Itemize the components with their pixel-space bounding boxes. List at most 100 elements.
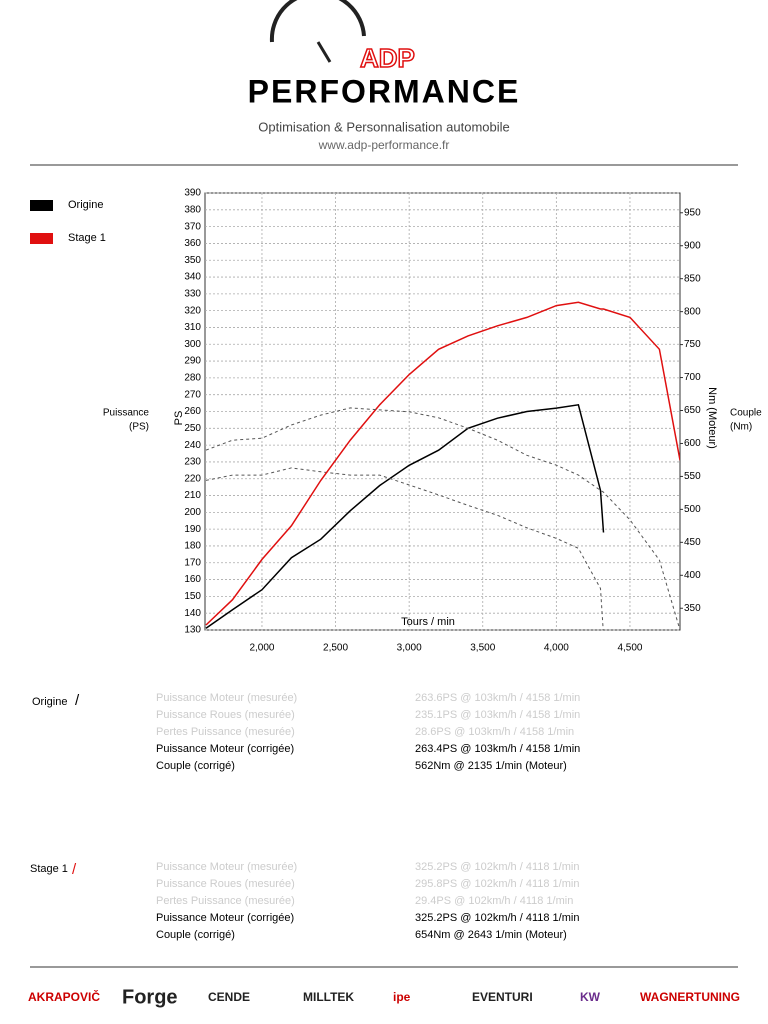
legend-label: Stage 1 xyxy=(68,232,106,244)
y-tick-label: 330 xyxy=(184,288,201,299)
x-tick-label: 3,000 xyxy=(397,643,422,654)
y-tick-label: 130 xyxy=(184,625,201,636)
y-tick-label: 260 xyxy=(184,406,201,417)
y2-tick-label: 950 xyxy=(684,207,701,218)
y-tick-label: 310 xyxy=(184,322,201,333)
result-value: 28.6PS @ 103km/h / 4158 1/min xyxy=(415,726,574,738)
y-tick-label: 290 xyxy=(184,356,201,367)
y-tick-label: 150 xyxy=(184,591,201,602)
slash: / xyxy=(75,692,80,709)
y2-tick-label: 550 xyxy=(684,471,701,482)
result-value: 263.4PS @ 103km/h / 4158 1/min xyxy=(415,743,580,755)
result-name: Pertes Puissance (mesurée) xyxy=(156,726,295,738)
logo-brand: PERFORMANCE xyxy=(248,73,521,109)
y2-tick-label: 350 xyxy=(684,603,701,614)
y-tick-label: 230 xyxy=(184,457,201,468)
result-name: Puissance Moteur (corrigée) xyxy=(156,912,294,924)
result-value: 325.2PS @ 102km/h / 4118 1/min xyxy=(415,861,579,873)
brand-logo: Forge xyxy=(122,986,178,1008)
power-line xyxy=(205,301,680,626)
y2-tick-label: 900 xyxy=(684,240,701,251)
y-tick-label: 350 xyxy=(184,255,201,266)
url: www.adp-performance.fr xyxy=(318,138,450,152)
result-label: Origine xyxy=(32,696,67,708)
result-value: 295.8PS @ 102km/h / 4118 1/min xyxy=(415,878,579,890)
y-tick-label: 320 xyxy=(184,305,201,316)
result-name: Puissance Moteur (mesurée) xyxy=(156,861,297,873)
y2-axis-title: Nm (Moteur) xyxy=(706,387,718,449)
y-tick-label: 380 xyxy=(184,204,201,215)
result-value: 325.2PS @ 102km/h / 4118 1/min xyxy=(415,912,579,924)
result-value: 562Nm @ 2135 1/min (Moteur) xyxy=(415,760,567,772)
y2-outer-label: (Nm) xyxy=(730,422,752,433)
y-tick-label: 210 xyxy=(184,490,201,501)
power-line xyxy=(205,403,605,629)
y2-tick-label: 450 xyxy=(684,537,701,548)
x-tick-label: 4,500 xyxy=(617,643,642,654)
result-value: 235.1PS @ 103km/h / 4158 1/min xyxy=(415,709,580,721)
brand-logo: WAGNERTUNING xyxy=(640,990,740,1004)
y-tick-label: 280 xyxy=(184,373,201,384)
y-tick-label: 180 xyxy=(184,541,201,552)
result-name: Pertes Puissance (mesurée) xyxy=(156,895,295,907)
y-tick-label: 250 xyxy=(184,423,201,434)
torque-line xyxy=(205,467,604,630)
y-tick-label: 220 xyxy=(184,473,201,484)
brand-logo: MILLTEK xyxy=(303,990,354,1004)
slash: / xyxy=(72,861,77,878)
y-tick-label: 360 xyxy=(184,238,201,249)
subtitle: Optimisation & Personnalisation automobi… xyxy=(258,119,509,134)
y-tick-label: 160 xyxy=(184,574,201,585)
x-axis-title: Tours / min xyxy=(401,616,455,628)
y2-outer-label: Couple xyxy=(730,408,762,419)
result-name: Puissance Roues (mesurée) xyxy=(156,878,295,890)
result-name: Puissance Moteur (mesurée) xyxy=(156,692,297,704)
y-tick-label: 200 xyxy=(184,507,201,518)
brand-logo: CENDE xyxy=(208,990,250,1004)
logo-needle xyxy=(316,41,332,63)
result-name: Couple (corrigé) xyxy=(156,760,235,772)
result-name: Puissance Roues (mesurée) xyxy=(156,709,295,721)
y-axis-title: PS xyxy=(173,411,185,426)
legend-swatch xyxy=(30,200,53,211)
legend-label: Origine xyxy=(68,199,103,211)
x-tick-label: 2,000 xyxy=(249,643,274,654)
y2-tick-label: 600 xyxy=(684,438,701,449)
y2-tick-label: 800 xyxy=(684,306,701,317)
y-tick-label: 190 xyxy=(184,524,201,535)
y-tick-label: 390 xyxy=(184,188,201,199)
result-name: Puissance Moteur (corrigée) xyxy=(156,743,294,755)
torque-line xyxy=(205,407,680,630)
y2-tick-label: 400 xyxy=(684,570,701,581)
result-value: 263.6PS @ 103km/h / 4158 1/min xyxy=(415,692,580,704)
result-value: 29.4PS @ 102km/h / 4118 1/min xyxy=(415,895,573,907)
brand-logo: EVENTURI xyxy=(472,990,533,1004)
y-tick-label: 340 xyxy=(184,272,201,283)
x-tick-label: 4,000 xyxy=(544,643,569,654)
x-tick-label: 3,500 xyxy=(470,643,495,654)
y2-tick-label: 700 xyxy=(684,372,701,383)
y2-tick-label: 500 xyxy=(684,504,701,515)
y-outer-label: Puissance xyxy=(103,408,150,419)
brand-logo: KW xyxy=(580,990,601,1004)
result-name: Couple (corrigé) xyxy=(156,929,235,941)
brand-logo: AKRAPOVIČ xyxy=(28,989,100,1004)
result-value: 654Nm @ 2643 1/min (Moteur) xyxy=(415,929,567,941)
y-tick-label: 140 xyxy=(184,608,201,619)
y-tick-label: 270 xyxy=(184,389,201,400)
y-tick-label: 300 xyxy=(184,339,201,350)
legend-swatch xyxy=(30,233,53,244)
y2-tick-label: 850 xyxy=(684,273,701,284)
y2-tick-label: 650 xyxy=(684,405,701,416)
y-tick-label: 240 xyxy=(184,440,201,451)
y2-tick-label: 750 xyxy=(684,339,701,350)
logo-arc xyxy=(269,0,366,43)
brand-logo: ipe xyxy=(393,990,411,1004)
logo-adp: ADP xyxy=(360,43,415,73)
y-tick-label: 170 xyxy=(184,557,201,568)
result-label: Stage 1 xyxy=(30,863,68,875)
x-tick-label: 2,500 xyxy=(323,643,348,654)
y-tick-label: 370 xyxy=(184,221,201,232)
y-outer-label: (PS) xyxy=(129,422,149,433)
